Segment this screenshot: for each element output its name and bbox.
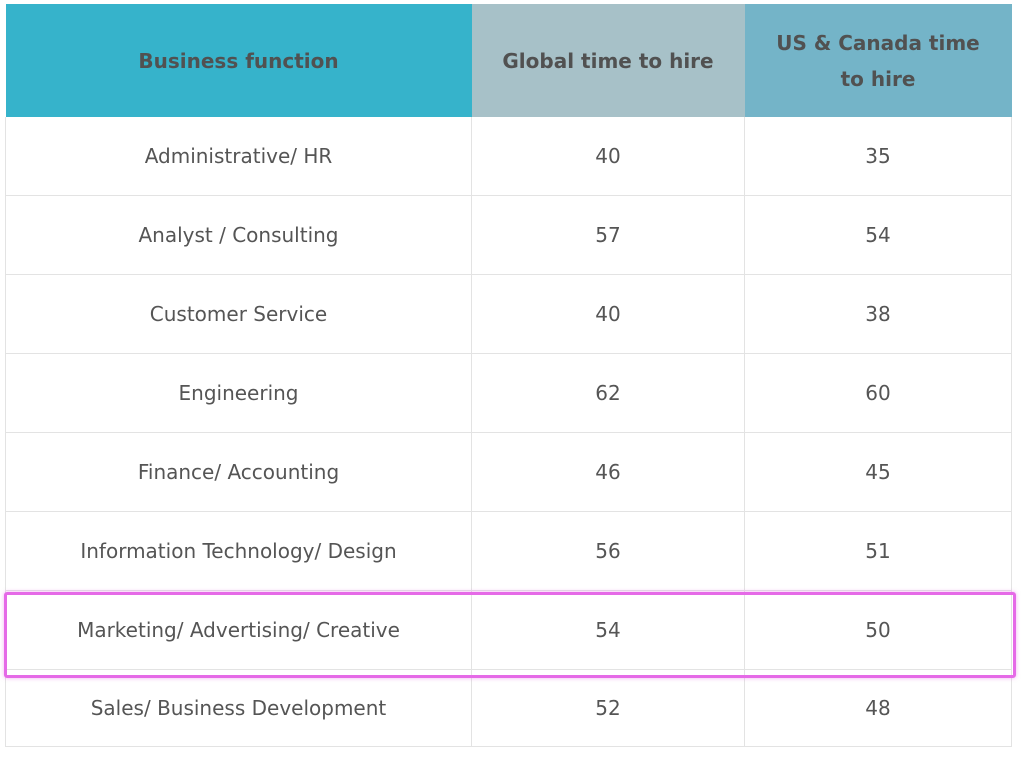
cell-us-canada-time: 51 [744, 511, 1012, 591]
cell-global-time: 54 [471, 590, 745, 670]
table-row: Finance/ Accounting 46 45 [5, 432, 1012, 512]
table-row: Analyst / Consulting 57 54 [5, 195, 1012, 275]
cell-business-function: Sales/ Business Development [5, 669, 472, 747]
time-to-hire-table: Business function Global time to hire US… [5, 4, 1012, 747]
cell-us-canada-time: 54 [744, 195, 1012, 275]
cell-business-function: Analyst / Consulting [5, 195, 472, 275]
cell-us-canada-time: 50 [744, 590, 1012, 670]
column-header-business-function[interactable]: Business function [5, 4, 472, 117]
table-row: Engineering 62 60 [5, 353, 1012, 433]
cell-business-function: Information Technology/ Design [5, 511, 472, 591]
table-row: Administrative/ HR 40 35 [5, 117, 1012, 196]
cell-global-time: 57 [471, 195, 745, 275]
cell-global-time: 46 [471, 432, 745, 512]
header-row: Business function Global time to hire US… [5, 4, 1012, 117]
cell-us-canada-time: 45 [744, 432, 1012, 512]
cell-global-time: 40 [471, 274, 745, 354]
table-row: Sales/ Business Development 52 48 [5, 669, 1012, 747]
cell-business-function: Administrative/ HR [5, 117, 472, 196]
table-body: Administrative/ HR 40 35 Analyst / Consu… [5, 117, 1012, 747]
cell-global-time: 62 [471, 353, 745, 433]
cell-global-time: 40 [471, 117, 745, 196]
cell-us-canada-time: 38 [744, 274, 1012, 354]
cell-business-function: Engineering [5, 353, 472, 433]
cell-business-function: Finance/ Accounting [5, 432, 472, 512]
table-header: Business function Global time to hire US… [5, 4, 1012, 117]
table-row: Information Technology/ Design 56 51 [5, 511, 1012, 591]
table-row-highlighted: Marketing/ Advertising/ Creative 54 50 [5, 590, 1012, 670]
cell-us-canada-time: 60 [744, 353, 1012, 433]
cell-business-function: Marketing/ Advertising/ Creative [5, 590, 472, 670]
cell-us-canada-time: 35 [744, 117, 1012, 196]
cell-us-canada-time: 48 [744, 669, 1012, 747]
column-header-global-time-to-hire[interactable]: Global time to hire [471, 4, 745, 117]
table-row: Customer Service 40 38 [5, 274, 1012, 354]
cell-business-function: Customer Service [5, 274, 472, 354]
cell-global-time: 52 [471, 669, 745, 747]
column-header-us-canada-time-to-hire[interactable]: US & Canada time to hire [744, 4, 1012, 117]
cell-global-time: 56 [471, 511, 745, 591]
